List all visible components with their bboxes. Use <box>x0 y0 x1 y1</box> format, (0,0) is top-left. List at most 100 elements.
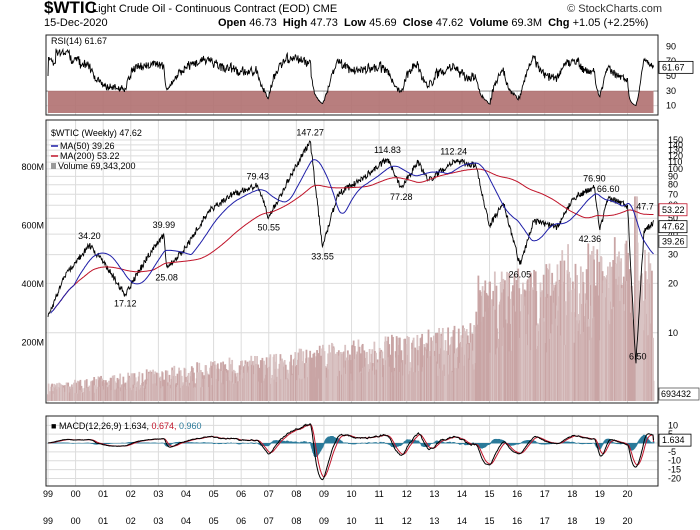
volume-bar <box>323 351 326 401</box>
macd-tick--10: -10 <box>668 456 681 466</box>
macd-histogram-bar <box>402 443 404 444</box>
macd-legend-marker: ■ <box>51 421 59 431</box>
quote-bar: Open 46.73 High 47.73 Low 45.69 Close 47… <box>218 17 648 29</box>
macd-legend-signal: 0.674, <box>152 421 180 431</box>
rsi-oversold-fill <box>46 35 658 114</box>
volume-bar <box>75 382 78 401</box>
x-tick-label-bottom-09: 09 <box>319 516 329 526</box>
x-tick-label-bottom-01: 01 <box>98 516 108 526</box>
macd-histogram-bar <box>536 442 539 444</box>
x-tick-label-06: 06 <box>236 489 246 499</box>
price-tick-70: 70 <box>668 189 678 199</box>
volume-bar <box>545 268 548 401</box>
volume-bar <box>652 380 655 401</box>
chg-value: +1.05 (+2.25%) <box>572 17 649 29</box>
price-tick-120: 120 <box>668 151 683 161</box>
x-tick-label-11: 11 <box>374 489 383 499</box>
volume-bar <box>412 337 415 401</box>
volume-bar <box>591 250 593 401</box>
macd-line <box>47 423 654 481</box>
macd-histogram-bar <box>225 443 228 444</box>
macd-histogram-bar <box>346 442 349 444</box>
x-tick-label-bottom-16: 16 <box>512 516 522 526</box>
price-annotation-112.24: 112.24 <box>440 147 467 157</box>
volume-bar <box>47 383 50 401</box>
volume-bar <box>398 337 401 401</box>
macd-tick--20: -20 <box>668 473 681 483</box>
rsi-tick-10: 10 <box>666 101 676 111</box>
x-tick-label-bottom-15: 15 <box>485 516 495 526</box>
volume-bar <box>256 356 258 401</box>
volume-bar <box>76 380 79 401</box>
x-tick-label-05: 05 <box>209 489 219 499</box>
macd-histogram-bar <box>305 441 307 444</box>
macd-histogram-bar <box>359 443 362 444</box>
volume-tick-800M: 800M <box>21 162 44 172</box>
price-tick-50: 50 <box>668 213 678 223</box>
price-panel <box>47 140 654 364</box>
x-tick-label-bottom-10: 10 <box>347 516 357 526</box>
price-annotation-66.60: 66.60 <box>597 184 620 194</box>
volume-bar <box>563 260 566 401</box>
chg-label: Chg <box>548 17 570 29</box>
volume-bar <box>298 348 301 401</box>
stockcharts-logo: © StockCharts.com <box>567 3 662 15</box>
x-tick-label-16: 16 <box>512 489 522 499</box>
rsi-line <box>47 47 654 107</box>
x-tick-label-bottom-13: 13 <box>429 516 439 526</box>
x-tick-label-bottom-08: 08 <box>291 516 301 526</box>
legend-ma50: MA(50) 39.26 <box>60 141 115 151</box>
macd-histogram-bar <box>652 441 655 444</box>
volume-bars <box>47 196 655 401</box>
volume-bar <box>489 281 491 401</box>
macd-histogram-bar <box>602 443 604 444</box>
macd-histogram-bar <box>473 443 476 444</box>
volume-bar <box>110 377 113 401</box>
volume-tick-400M: 400M <box>21 279 44 289</box>
x-tick-label-12: 12 <box>402 489 412 499</box>
macd-legend: ■ MACD(12,26,9) 1.634, 0.674, 0.960 <box>51 421 202 431</box>
volume-bar <box>273 354 275 401</box>
volume-bar <box>219 369 221 401</box>
volume-bar <box>179 370 182 401</box>
x-tick-label-bottom-05: 05 <box>209 516 219 526</box>
rsi-frame <box>45 34 659 116</box>
volume-bar <box>541 290 543 401</box>
macd-histogram-bar <box>230 442 232 444</box>
volume-bar <box>508 273 511 401</box>
x-tick-label-bottom-07: 07 <box>264 516 274 526</box>
volume-bar <box>473 325 476 401</box>
x-tick-label-02: 02 <box>126 489 136 499</box>
macd-histogram-bar <box>305 442 308 444</box>
volume-bar <box>450 336 453 401</box>
volume-bar <box>104 380 107 401</box>
volume-bar <box>74 379 76 401</box>
axes <box>45 34 659 487</box>
x-tick-label-bottom-18: 18 <box>567 516 577 526</box>
x-tick-label-99: 99 <box>43 489 53 499</box>
rsi-tick-30: 30 <box>666 86 676 96</box>
volume-bar <box>283 360 286 401</box>
ma50-value-label: 39.26 <box>662 236 685 246</box>
volume-bar <box>351 345 353 401</box>
low-value: 45.69 <box>369 17 397 29</box>
volume-bar <box>559 260 562 401</box>
volume-value-label: 693432 <box>661 389 691 399</box>
chart-instrument-name: Light Crude Oil - Continuous Contract (E… <box>92 3 337 15</box>
x-tick-label-07: 07 <box>264 489 274 499</box>
macd-histogram-bar <box>383 442 385 444</box>
macd-legend-hist: 0.960 <box>179 421 202 431</box>
price-annotation-147.27: 147.27 <box>296 127 324 137</box>
price-annotation-114.83: 114.83 <box>374 145 401 155</box>
x-tick-label-bottom-04: 04 <box>181 516 191 526</box>
macd-histogram-bar <box>454 442 456 444</box>
x-tick-label-14: 14 <box>457 489 467 499</box>
volume-tick-600M: 600M <box>21 221 44 231</box>
x-tick-label-10: 10 <box>347 489 357 499</box>
volume-bar <box>510 291 513 401</box>
legend-volume-swatch <box>51 163 56 169</box>
volume-bar <box>651 270 653 401</box>
x-tick-label-13: 13 <box>429 489 439 499</box>
volume-value: 69.3M <box>511 17 542 29</box>
